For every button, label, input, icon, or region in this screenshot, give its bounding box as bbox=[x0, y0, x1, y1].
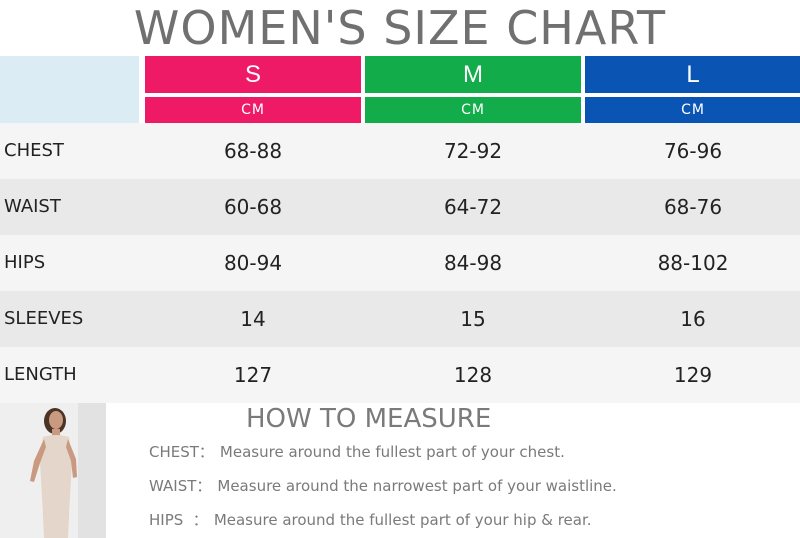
table-cell: 80-94 bbox=[223, 251, 283, 275]
table-row-waist: WAIST 60-68 64-72 68-76 bbox=[0, 179, 800, 235]
table-row-chest: CHEST 68-88 72-92 76-96 bbox=[0, 123, 800, 179]
chart-title: WOMEN'S SIZE CHART bbox=[133, 1, 667, 55]
size-header-l: L CM bbox=[585, 56, 800, 123]
model-illustration bbox=[0, 403, 106, 538]
measure-item-waist: WAIST： Measure around the narrowest part … bbox=[149, 475, 617, 496]
table-cell: 60-68 bbox=[223, 195, 283, 219]
row-label: SLEEVES bbox=[4, 308, 84, 329]
row-label: CHEST bbox=[4, 140, 64, 161]
measure-key: WAIST： bbox=[149, 477, 212, 495]
table-row-sleeves: SLEEVES 14 15 16 bbox=[0, 291, 800, 347]
row-label: HIPS bbox=[4, 252, 46, 273]
measure-text: Measure around the fullest part of your … bbox=[219, 443, 565, 461]
size-header-s: S CM bbox=[145, 56, 361, 123]
table-row-hips: HIPS 80-94 84-98 88-102 bbox=[0, 235, 800, 291]
table-cell: 88-102 bbox=[657, 251, 729, 275]
table-cell: 72-92 bbox=[443, 139, 503, 163]
table-cell: 129 bbox=[673, 363, 713, 387]
size-label: L bbox=[585, 56, 800, 93]
table-cell: 68-76 bbox=[663, 195, 723, 219]
table-cell: 84-98 bbox=[443, 251, 503, 275]
table-cell: 68-88 bbox=[223, 139, 283, 163]
header-corner-cell bbox=[0, 56, 139, 123]
measure-text: Measure around the fullest part of your … bbox=[213, 511, 592, 529]
table-cell: 128 bbox=[453, 363, 493, 387]
measure-item-hips: HIPS ： Measure around the fullest part of… bbox=[149, 509, 592, 530]
row-label: LENGTH bbox=[4, 364, 77, 385]
measure-text: Measure around the narrowest part of you… bbox=[217, 477, 617, 495]
measure-key: HIPS ： bbox=[149, 511, 208, 529]
table-cell: 14 bbox=[240, 307, 266, 331]
model-photo bbox=[0, 403, 106, 538]
unit-label: CM bbox=[145, 97, 361, 123]
unit-label: CM bbox=[585, 97, 800, 123]
table-cell: 16 bbox=[680, 307, 706, 331]
table-cell: 127 bbox=[233, 363, 273, 387]
table-cell: 15 bbox=[460, 307, 486, 331]
unit-label: CM bbox=[365, 97, 581, 123]
size-header-m: M CM bbox=[365, 56, 581, 123]
table-row-length: LENGTH 127 128 129 bbox=[0, 347, 800, 403]
table-cell: 76-96 bbox=[663, 139, 723, 163]
table-cell: 64-72 bbox=[443, 195, 503, 219]
size-label: S bbox=[145, 56, 361, 93]
row-label: WAIST bbox=[4, 196, 61, 217]
measure-key: CHEST： bbox=[149, 443, 214, 461]
how-to-measure-title: HOW TO MEASURE bbox=[246, 404, 492, 434]
size-label: M bbox=[365, 56, 581, 93]
measure-item-chest: CHEST： Measure around the fullest part of… bbox=[149, 441, 565, 462]
